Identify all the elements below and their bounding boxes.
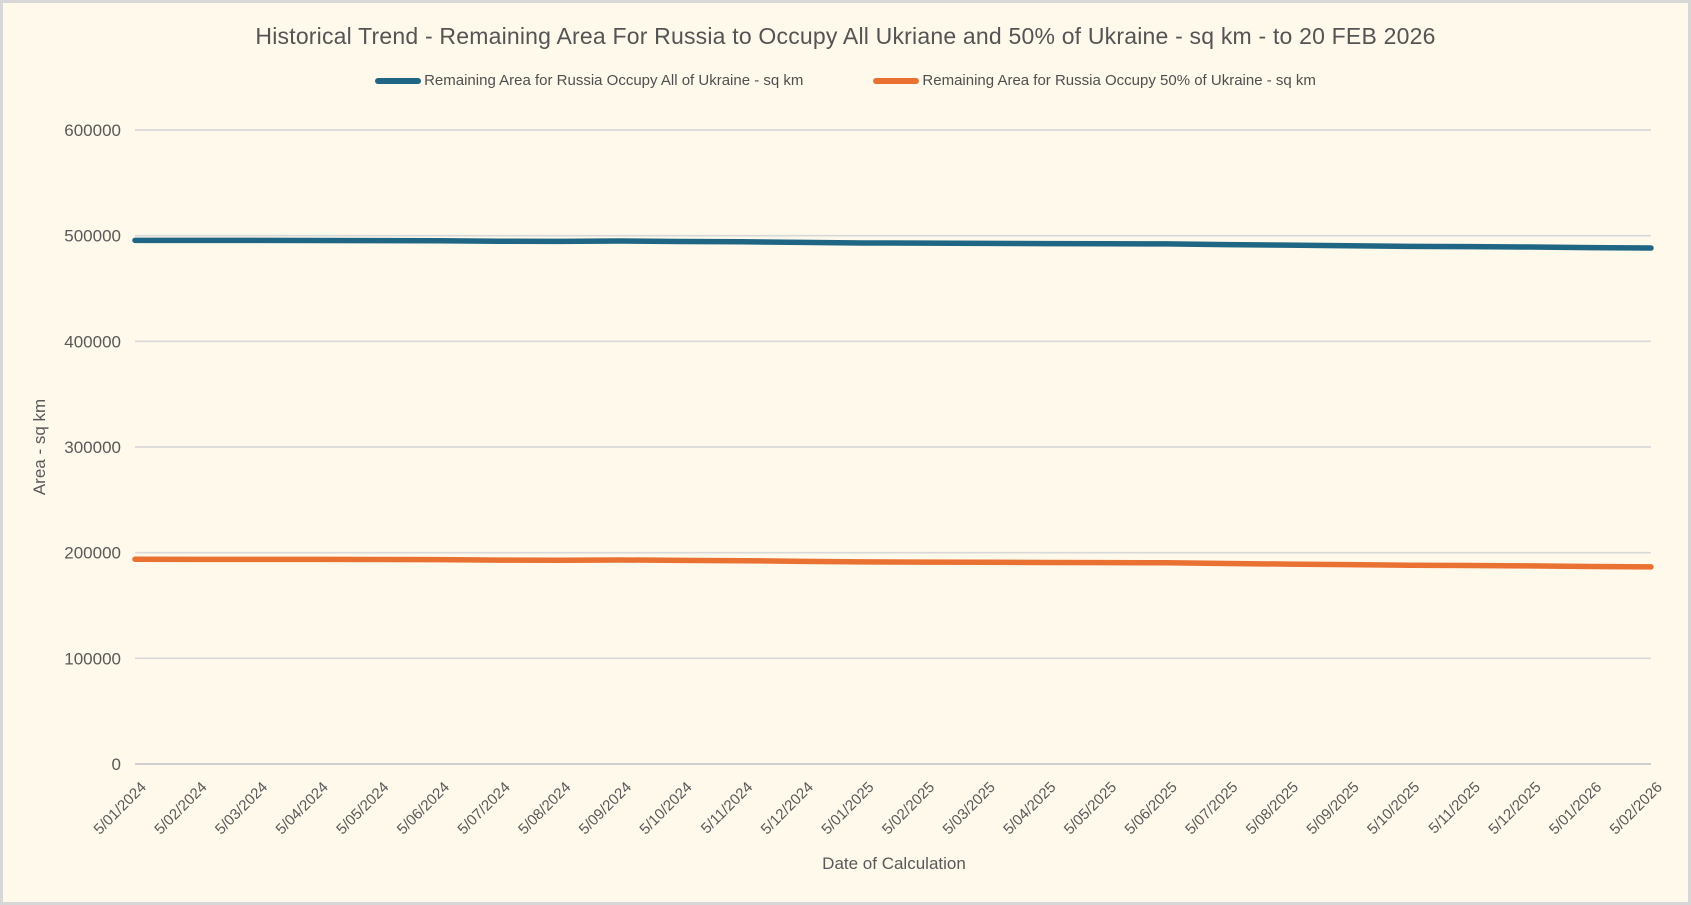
y-tick-label: 200000 <box>64 544 121 563</box>
x-tick-label: 5/11/2025 <box>1425 779 1483 837</box>
x-tick-label: 5/01/2025 <box>818 779 877 838</box>
x-tick-label: 5/10/2024 <box>636 779 695 838</box>
series-line-50-percent-of-ukraine <box>132 556 1654 570</box>
x-tick-label: 5/02/2024 <box>151 779 210 838</box>
y-tick-label: 500000 <box>64 227 121 246</box>
x-tick-label: 5/01/2024 <box>91 779 150 838</box>
y-tick-label: 400000 <box>64 332 121 351</box>
x-axis-title: Date of Calculation <box>822 854 966 873</box>
legend-label-50-percent: Remaining Area for Russia Occupy 50% of … <box>922 72 1316 89</box>
y-axis-title: Area - sq km <box>30 399 49 495</box>
x-tick-label: 5/08/2025 <box>1243 779 1302 838</box>
x-tick-label: 5/08/2024 <box>515 779 574 838</box>
y-tick-label: 600000 <box>64 121 121 140</box>
x-tick-label: 5/07/2025 <box>1182 779 1241 838</box>
legend-label-all-of-ukraine: Remaining Area for Russia Occupy All of … <box>424 72 804 89</box>
x-tick-label: 5/05/2024 <box>333 779 392 838</box>
legend-swatch-50-percent-icon <box>873 77 920 84</box>
x-tick-label: 5/03/2024 <box>212 779 271 838</box>
legend-swatch-all-of-ukraine-icon <box>375 77 422 84</box>
x-tick-label: 5/07/2024 <box>454 779 513 838</box>
y-tick-label: 0 <box>112 755 121 774</box>
x-tick-label: 5/06/2025 <box>1121 779 1180 838</box>
x-tick-label: 5/12/2025 <box>1485 779 1544 838</box>
x-tick-label: 5/09/2025 <box>1303 779 1362 838</box>
series-line-all-of-ukraine <box>132 237 1654 251</box>
x-tick-label: 5/02/2025 <box>879 779 938 838</box>
x-tick-label: 5/04/2024 <box>273 779 332 838</box>
y-tick-label: 100000 <box>64 649 121 668</box>
x-tick-label: 5/06/2024 <box>394 779 453 838</box>
legend-item-50-percent: Remaining Area for Russia Occupy 50% of … <box>873 72 1316 89</box>
legend-item-all-of-ukraine: Remaining Area for Russia Occupy All of … <box>375 72 803 89</box>
chart-legend: Remaining Area for Russia Occupy All of … <box>3 72 1688 89</box>
x-tick-label: 5/12/2024 <box>758 779 817 838</box>
chart-title: Historical Trend - Remaining Area For Ru… <box>255 23 1436 49</box>
x-tick-label: 5/02/2026 <box>1607 779 1666 838</box>
x-tick-label: 5/01/2026 <box>1546 779 1605 838</box>
line-chart: 0 100000 200000 300000 400000 500000 600000 5/0… <box>30 121 1666 873</box>
x-tick-label: 5/10/2025 <box>1364 779 1423 838</box>
x-tick-label: 5/04/2025 <box>1000 779 1059 838</box>
x-tick-label: 5/05/2025 <box>1061 779 1120 838</box>
y-tick-label: 300000 <box>64 438 121 457</box>
x-tick-label: 5/09/2024 <box>576 779 635 838</box>
x-tick-label: 5/03/2025 <box>940 779 999 838</box>
x-tick-label: 5/11/2024 <box>698 779 756 837</box>
